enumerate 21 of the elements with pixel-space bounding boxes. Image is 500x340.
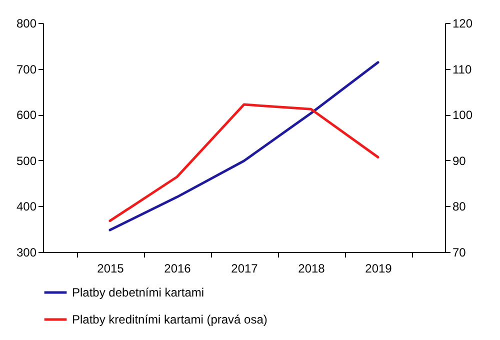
- x-tick-label: 2016: [164, 262, 192, 276]
- y-tick-label: 300: [16, 246, 37, 260]
- line-series: [108, 103, 380, 222]
- y-tick-label: 400: [16, 200, 37, 214]
- y2-tick-label: 120: [452, 16, 473, 30]
- x-tick-label: 2019: [365, 262, 392, 276]
- x-tick-label: 2017: [231, 262, 258, 276]
- y-tick-label: 600: [16, 108, 37, 122]
- y2-tick-label: 70: [452, 246, 466, 260]
- y2-tick-label: 110: [452, 62, 472, 76]
- x-tick-label: 2015: [97, 262, 124, 276]
- x-tick-label: 2018: [298, 262, 326, 276]
- y2-tick-label: 80: [452, 200, 466, 214]
- legend-label: Platby debetními kartami: [72, 286, 204, 300]
- y-tick-label: 800: [16, 16, 37, 30]
- y2-tick-label: 100: [452, 108, 473, 122]
- legend-label: Platby kreditními kartami (pravá osa): [72, 312, 268, 326]
- y-tick-label: 700: [16, 62, 37, 76]
- y-tick-label: 500: [16, 154, 37, 168]
- y2-tick-label: 90: [452, 154, 466, 168]
- line-series: [108, 61, 380, 232]
